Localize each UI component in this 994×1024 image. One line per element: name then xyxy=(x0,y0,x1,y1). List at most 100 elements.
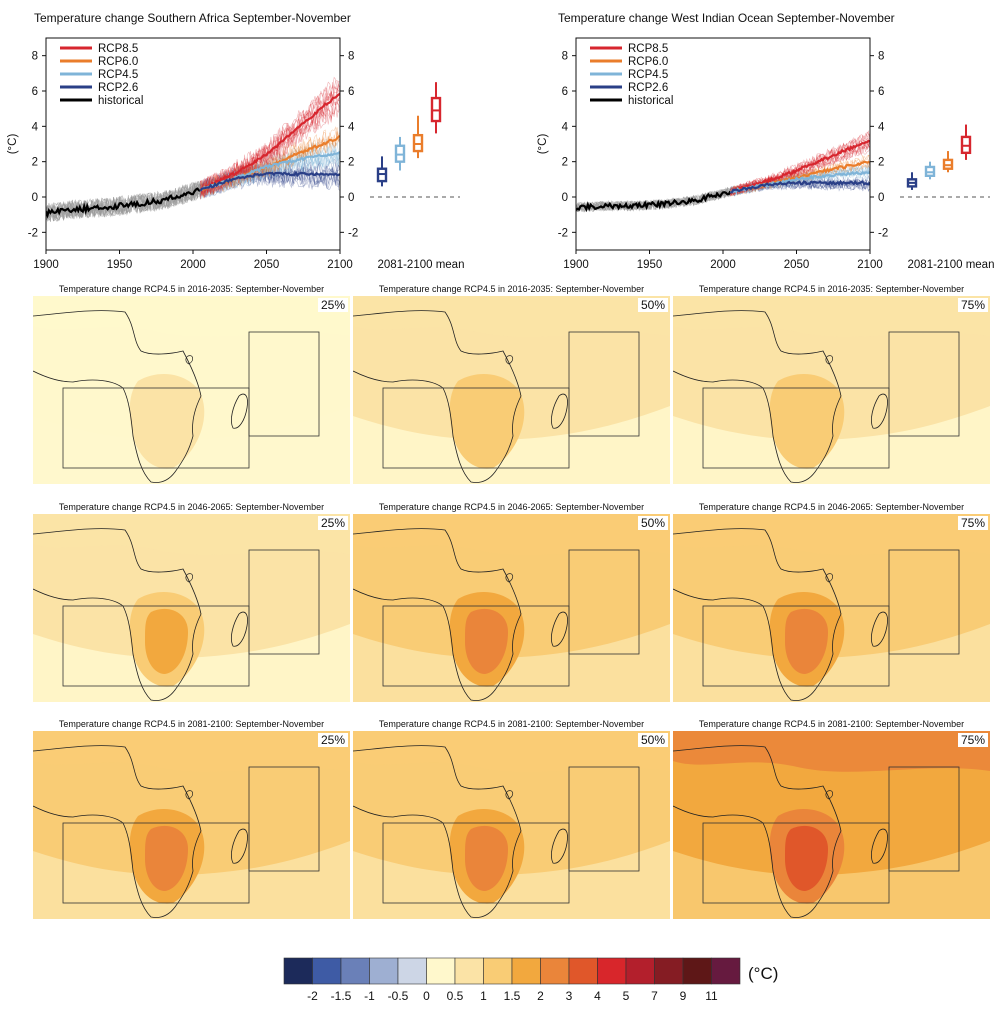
x-tick-label: 1950 xyxy=(107,259,133,271)
ts-title-right: Temperature change West Indian Ocean Sep… xyxy=(558,11,895,25)
colorbar-swatch xyxy=(454,957,484,985)
map-svg xyxy=(353,731,670,919)
y-tick-label: 6 xyxy=(878,86,884,98)
legend-label: RCP4.5 xyxy=(628,69,668,81)
y-tick-label: 6 xyxy=(348,86,354,98)
colorbar-tick-label: 0 xyxy=(423,989,430,1003)
madagascar-coastline xyxy=(231,393,248,429)
y-tick-label: 4 xyxy=(32,121,39,133)
rcp85-member-line xyxy=(200,80,340,198)
colorbar-tick-label: -0.5 xyxy=(388,989,409,1003)
colorbar-tick-label: 0.5 xyxy=(447,989,464,1003)
y-tick-label: 0 xyxy=(562,192,568,204)
rcp26-member-line xyxy=(200,166,340,198)
series-mean-rcp26 xyxy=(199,170,340,192)
y-tick-label: 6 xyxy=(32,86,38,98)
ts-title-left: Temperature change Southern Africa Septe… xyxy=(34,11,351,25)
madagascar-coastline xyxy=(871,828,888,864)
shading-band xyxy=(353,731,670,772)
colorbar-tick-label: 1.5 xyxy=(504,989,521,1003)
series-mean-historical xyxy=(46,187,201,219)
percentile-label: 75% xyxy=(957,516,988,530)
rcp45-member-line xyxy=(200,153,340,196)
colorbar-swatch xyxy=(540,957,570,985)
west-indian-ocean-region-box xyxy=(248,549,320,655)
series-mean-rcp26 xyxy=(730,179,870,194)
legend-label: RCP2.6 xyxy=(628,82,668,94)
madagascar-coastline xyxy=(551,611,568,647)
west-indian-ocean-region-box xyxy=(888,766,960,872)
shading-core-inner xyxy=(145,608,188,674)
y-tick-label: 8 xyxy=(878,51,884,63)
legend-label: RCP6.0 xyxy=(628,56,668,68)
shading-core-inner xyxy=(145,825,188,891)
colorbar-tick-label: -1.5 xyxy=(331,989,352,1003)
colorbar-swatch xyxy=(711,957,741,985)
y-tick-label: -2 xyxy=(878,227,888,239)
rcp45-member-line xyxy=(200,147,340,195)
map-panel: 75% xyxy=(673,731,990,919)
coastline xyxy=(353,745,522,918)
coastline xyxy=(33,310,202,483)
shading-band xyxy=(353,514,670,555)
y-tick-label: 2 xyxy=(878,157,884,169)
colorbar-swatch xyxy=(426,957,456,985)
colorbar-swatch xyxy=(283,957,313,985)
map-panel: 50% xyxy=(353,731,670,919)
legend-label: RCP2.6 xyxy=(98,82,138,94)
y-tick-label: 4 xyxy=(562,121,569,133)
madagascar-coastline xyxy=(231,828,248,864)
colorbar-swatch xyxy=(340,957,370,985)
y-tick-label: -2 xyxy=(28,227,38,239)
colorbar-swatch xyxy=(312,957,342,985)
shading-band xyxy=(673,514,990,555)
colorbar-swatch xyxy=(568,957,598,985)
colorbar-tick-label: 11 xyxy=(705,989,718,1003)
colorbar-swatch xyxy=(625,957,655,985)
timeseries-chart-southern-africa: -2 -2 0 0 2 2 4 4 6 6 8 8 1900 1950 2000 2050 2100 (°C) RC… xyxy=(7,37,465,271)
map-svg xyxy=(673,296,990,484)
rcp85-member-line xyxy=(200,94,340,195)
colorbar-tick-label: 2 xyxy=(537,989,544,1003)
shading-core-inner xyxy=(785,608,828,674)
shading-band xyxy=(33,296,350,337)
y-axis-label: (°C) xyxy=(7,134,19,155)
rcp85-member-line xyxy=(730,130,870,196)
percentile-label: 25% xyxy=(317,298,348,312)
map-title: Temperature change RCP4.5 in 2081-2100: … xyxy=(698,719,965,729)
map-panel: 25% xyxy=(33,514,350,702)
map-title: Temperature change RCP4.5 in 2016-2035: … xyxy=(378,284,645,294)
legend-label: historical xyxy=(628,95,673,107)
y-tick-label: 0 xyxy=(348,192,354,204)
shading-band xyxy=(673,296,990,337)
boxplot-axis-label: 2081-2100 mean xyxy=(378,259,465,271)
madagascar-coastline xyxy=(551,828,568,864)
coastline xyxy=(673,745,842,918)
y-tick-label: -2 xyxy=(348,227,358,239)
map-title: Temperature change RCP4.5 in 2046-2065: … xyxy=(58,502,325,512)
series-mean-rcp85 xyxy=(200,92,340,191)
x-tick-label: 2050 xyxy=(254,259,280,271)
y-tick-label: 2 xyxy=(348,157,354,169)
coastline xyxy=(33,745,202,918)
map-panel: 25% xyxy=(33,731,350,919)
legend-label: RCP8.5 xyxy=(98,43,138,55)
lake-outline xyxy=(185,355,193,365)
rcp45-member-line xyxy=(200,147,340,196)
colorbar-tick-label: 7 xyxy=(651,989,658,1003)
coastline xyxy=(33,528,202,701)
map-title: Temperature change RCP4.5 in 2016-2035: … xyxy=(698,284,965,294)
colorbar-tick-label: 4 xyxy=(594,989,601,1003)
rcp45-member-line xyxy=(200,149,340,197)
y-tick-label: 0 xyxy=(32,192,38,204)
colorbar-tick-label: -1 xyxy=(364,989,375,1003)
lake-outline xyxy=(825,355,833,365)
map-title: Temperature change RCP4.5 in 2081-2100: … xyxy=(378,719,645,729)
colorbar-swatch xyxy=(483,957,513,985)
colorbar-unit-label: (°C) xyxy=(748,964,778,983)
map-title: Temperature change RCP4.5 in 2016-2035: … xyxy=(58,284,325,294)
map-svg xyxy=(33,296,350,484)
series-mean-historical xyxy=(576,190,732,213)
west-indian-ocean-region-box xyxy=(568,549,640,655)
rcp26-member-line xyxy=(200,163,340,198)
